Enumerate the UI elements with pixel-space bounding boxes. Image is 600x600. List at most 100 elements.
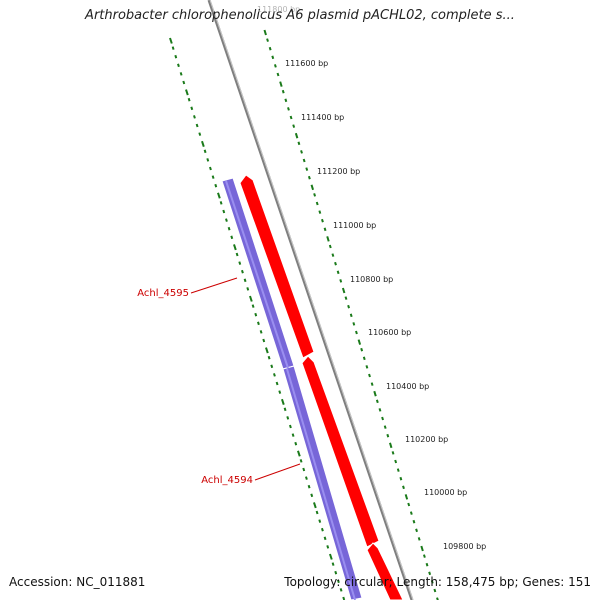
tick-mark (289, 424, 292, 429)
scale-label: 111600 bp (285, 59, 328, 68)
tick-mark (381, 416, 384, 421)
gene-arrow[interactable] (301, 355, 380, 548)
tick-mark (235, 252, 239, 257)
tick-mark (341, 287, 346, 294)
tick-mark (246, 287, 250, 291)
gene-highlight (225, 180, 289, 369)
tick-mark (357, 339, 362, 345)
genome-backbone-highlight (209, 0, 414, 600)
tick-mark (368, 373, 371, 378)
tick-mark (315, 201, 319, 206)
tick-mark (271, 55, 275, 60)
scale-label: 110800 bp (350, 275, 393, 284)
gene-label[interactable]: Achl_4595 (137, 288, 189, 299)
tick-mark (326, 545, 330, 549)
outer-tick-marks (169, 37, 346, 600)
tick-mark (394, 459, 398, 464)
tick-mark (378, 408, 382, 412)
tick-mark (326, 236, 330, 242)
tick-mark (190, 106, 194, 111)
tick-mark (187, 97, 191, 102)
tick-mark (275, 381, 279, 386)
tick-mark (294, 441, 298, 446)
tick-mark (323, 227, 327, 232)
tick-mark (273, 64, 277, 68)
tick-mark (383, 425, 387, 429)
tick-mark (313, 502, 317, 509)
tick-mark (386, 433, 390, 438)
tick-mark (331, 562, 335, 566)
tick-mark (198, 132, 202, 136)
tick-mark (389, 442, 393, 449)
tick-mark (227, 226, 231, 231)
tick-mark (365, 365, 369, 369)
tick-mark (251, 304, 255, 308)
scale-label: 111000 bp (333, 221, 376, 230)
tick-mark (281, 398, 285, 406)
tick-mark (217, 192, 221, 199)
scale-label: 111800 bp (257, 5, 300, 14)
tick-mark (283, 407, 287, 412)
tick-mark (315, 510, 319, 515)
tick-mark (273, 373, 276, 377)
tick-mark (347, 304, 350, 309)
gene-label[interactable]: Achl_4594 (201, 475, 253, 486)
tick-mark (169, 37, 173, 44)
tick-mark (297, 450, 301, 457)
topology-text: Topology: circular; Length: 158,475 bp; … (284, 575, 591, 589)
accession-text: Accession: NC_011881 (9, 575, 146, 589)
scale-label: 110200 bp (405, 435, 448, 444)
tick-mark (171, 46, 175, 50)
tick-mark (407, 502, 411, 507)
gene-arrow[interactable] (366, 542, 404, 600)
tick-mark (259, 330, 263, 334)
gene-arrow[interactable] (239, 174, 315, 359)
tick-mark (310, 184, 314, 191)
tick-mark (436, 597, 439, 600)
tick-mark (323, 536, 327, 541)
tick-mark (409, 511, 413, 515)
tick-mark (328, 244, 332, 249)
tick-mark (206, 158, 210, 162)
tick-mark (233, 244, 237, 251)
tick-mark (412, 519, 416, 524)
tick-mark (402, 485, 405, 490)
tick-mark (209, 166, 212, 171)
scale-label: 111200 bp (317, 167, 360, 176)
tick-mark (362, 356, 366, 361)
tick-mark (263, 29, 267, 36)
tick-mark (318, 519, 322, 523)
tick-mark (433, 588, 437, 593)
tick-mark (179, 72, 183, 76)
tick-mark (352, 322, 356, 326)
tick-mark (331, 253, 335, 257)
tick-mark (278, 390, 282, 394)
tick-mark (307, 484, 311, 489)
tick-mark (294, 132, 299, 139)
tick-mark (262, 338, 266, 343)
tick-mark (174, 54, 178, 59)
tick-mark (254, 312, 258, 317)
tick-mark (420, 545, 424, 552)
tick-mark (266, 38, 269, 42)
gene-labels: Achl_4595 Achl_4594 (137, 277, 301, 486)
tick-mark (302, 158, 306, 163)
tick-mark (219, 201, 223, 205)
tick-mark (307, 175, 311, 180)
tick-mark (321, 218, 324, 223)
tick-mark (334, 570, 338, 575)
map-title: Arthrobacter chlorophenolicus A6 plasmid… (85, 8, 515, 23)
tick-mark (337, 579, 340, 584)
tick-mark (286, 416, 290, 420)
tick-mark (211, 175, 215, 179)
tick-mark (334, 261, 337, 266)
tick-mark (297, 141, 301, 146)
tick-mark (375, 399, 379, 404)
tick-mark (349, 313, 353, 318)
tick-mark (329, 553, 333, 560)
tick-mark (355, 330, 358, 335)
tick-mark (201, 140, 205, 148)
tick-mark (193, 115, 196, 119)
tick-mark (428, 571, 432, 576)
